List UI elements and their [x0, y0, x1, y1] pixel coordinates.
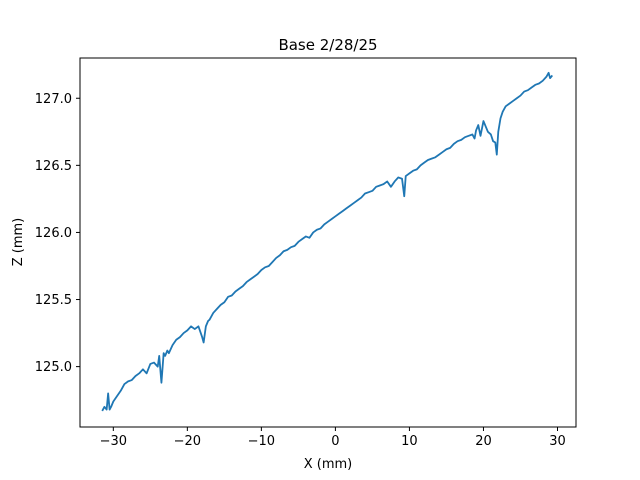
x-tick-label: 10 [401, 434, 418, 449]
x-tick-label: −10 [248, 434, 275, 449]
x-tick-label: 20 [475, 434, 492, 449]
x-axis-label: X (mm) [304, 457, 353, 472]
y-axis-label: Z (mm) [11, 218, 26, 267]
y-tick-label: 126.5 [35, 159, 72, 174]
x-tick-label: 0 [331, 434, 339, 449]
y-tick-label: 126.0 [35, 226, 72, 241]
x-tick-label: −30 [100, 434, 127, 449]
plot-area-frame [79, 57, 577, 428]
y-tick-label: 127.0 [35, 92, 72, 107]
x-tick-label: −20 [174, 434, 201, 449]
chart-title: Base 2/28/25 [278, 36, 377, 54]
series-line [101, 71, 554, 412]
x-axis: −30 −20 −10 0 10 20 30 [100, 427, 566, 449]
y-tick-label: 125.5 [35, 293, 72, 308]
y-axis: 125.0 125.5 126.0 126.5 127.0 [35, 92, 80, 375]
y-tick-label: 125.0 [35, 360, 72, 375]
x-tick-label: 30 [549, 434, 566, 449]
